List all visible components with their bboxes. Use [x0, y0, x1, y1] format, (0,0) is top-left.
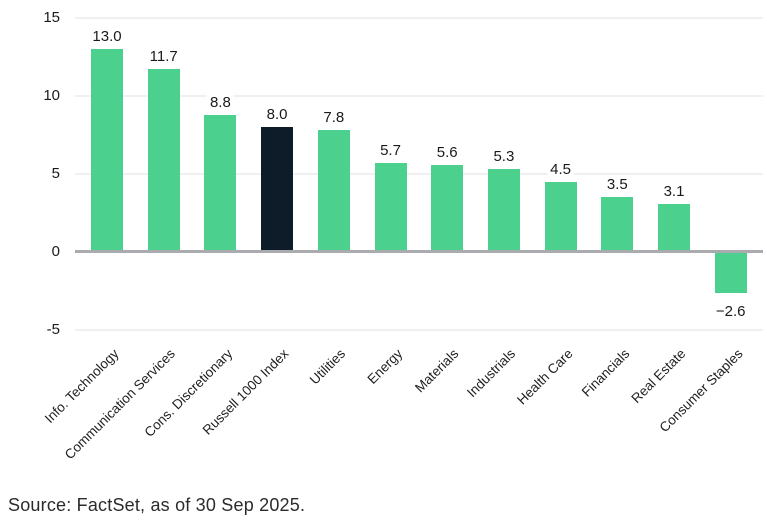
x-category-label: Health Care: [513, 346, 576, 408]
bar: [204, 114, 237, 252]
bar: [487, 169, 520, 252]
y-tick-label: 5: [51, 165, 60, 182]
y-tick-label: 15: [43, 9, 60, 26]
source-note: Source: FactSet, as of 30 Sep 2025.: [8, 495, 306, 515]
bar-value-label: −2.6: [712, 301, 749, 321]
bar: [544, 181, 577, 252]
bar-value-label: 5.3: [490, 147, 518, 167]
gridline: [75, 173, 763, 175]
y-tick-label: -5: [46, 321, 60, 338]
bar-value-label: 4.5: [547, 159, 575, 179]
bar-value-label: 3.1: [660, 181, 688, 201]
zero-axis-line: [75, 250, 763, 253]
x-category-label: Utilities: [307, 346, 349, 388]
bar: [714, 252, 747, 293]
bar-value-label: 8.8: [206, 92, 234, 112]
x-category-label: Financials: [578, 346, 632, 400]
bar: [658, 203, 690, 252]
gridline: [75, 17, 763, 19]
y-tick-label: 0: [51, 243, 60, 260]
bar: [601, 197, 634, 252]
bar-highlight: [261, 127, 294, 252]
bar: [431, 164, 464, 252]
gridline: [75, 329, 763, 331]
bar-value-label: 5.6: [433, 142, 461, 162]
x-category-label: Communication Services: [62, 346, 179, 463]
bar: [317, 130, 350, 252]
x-category-label: Industrials: [464, 346, 519, 401]
x-category-label: Materials: [412, 346, 462, 396]
bar-value-label: 3.5: [603, 175, 631, 195]
gridline: [75, 95, 763, 97]
bar-value-label: 8.0: [263, 105, 291, 125]
bar: [374, 163, 407, 252]
bar: [147, 69, 180, 252]
y-tick-label: 10: [43, 87, 60, 104]
bar-value-label: 7.8: [320, 108, 348, 128]
x-category-label: Real Estate: [628, 346, 689, 406]
bar-value-label: 11.7: [146, 47, 181, 67]
bar: [91, 49, 123, 252]
x-category-label: Energy: [364, 346, 406, 387]
bar-value-label: 13.0: [89, 27, 125, 47]
bar-value-label: 5.7: [377, 141, 404, 161]
